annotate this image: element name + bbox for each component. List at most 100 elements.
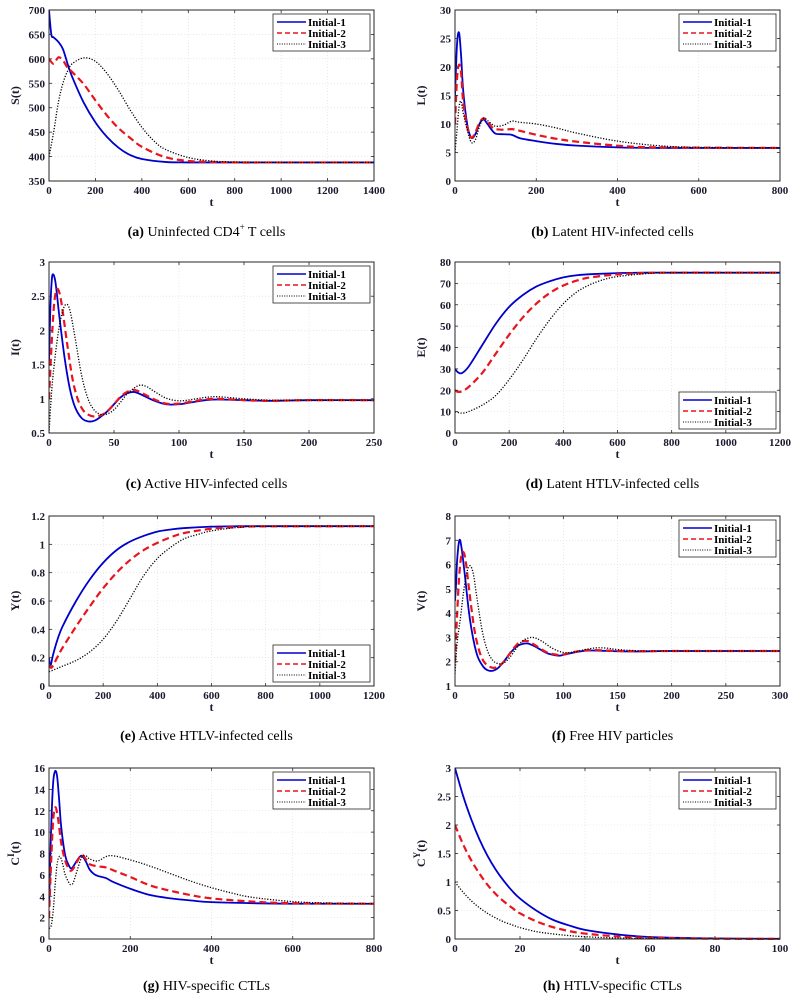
series-group [455,767,780,940]
x-axis-label: t [210,195,214,209]
y-tick-label: 8 [446,511,452,523]
y-tick-label: 5 [446,148,452,160]
series-line-initial-3 [455,881,780,940]
y-tick-label: 0 [446,176,452,188]
y-tick-label: 8 [40,849,46,861]
y-tick-label: 0.2 [31,653,45,665]
y-tick-label: 0.8 [31,568,45,580]
legend-label: Initial-3 [714,545,752,557]
x-axis-label: t [616,700,620,714]
series-group [455,538,780,674]
y-tick-label: 30 [440,5,452,17]
y-axis-label: I(t) [8,339,22,356]
y-tick-label: 14 [34,784,46,796]
series-group [455,271,780,414]
y-tick-label: 1.2 [31,511,45,523]
x-tick-label: 100 [772,943,789,955]
x-tick-label: 600 [609,437,626,449]
x-axis-label: t [616,953,620,967]
y-tick-label: 0 [446,934,452,946]
series-line-initial-2 [49,525,374,669]
grid [49,768,374,939]
y-tick-label: 550 [29,78,46,90]
y-tick-label: 2 [40,913,46,925]
legend-label: Initial-2 [308,280,346,292]
y-axis-label: CY(t) [412,840,428,867]
chart-panel-f: 0 50 100 150 200 250 300 1 2 3 4 5 6 7 8 t V(t) Initial-1… [414,511,789,744]
x-tick-label: 200 [301,437,318,449]
y-tick-label: 15 [440,91,452,103]
y-axis-label: S(t) [8,86,22,105]
x-axis-label: t [210,953,214,967]
x-tick-label: 1000 [715,437,738,449]
x-tick-label: 150 [236,437,253,449]
x-tick-label: 1200 [317,185,340,197]
series-group [49,525,374,673]
x-tick-label: 200 [528,185,545,197]
legend-label: Initial-3 [714,797,752,809]
series-group [49,9,374,164]
series-line-initial-2 [455,63,780,150]
legend-label: Initial-3 [714,39,752,51]
y-tick-label: 0.5 [31,428,45,440]
y-tick-label: 12 [34,806,46,818]
legend-label: Initial-1 [714,775,752,787]
x-tick-label: 600 [203,690,220,702]
y-tick-label: 25 [440,34,452,46]
grid [49,516,374,686]
y-tick-label: 30 [440,364,452,376]
legend-label: Initial-3 [308,39,346,51]
x-tick-label: 40 [580,943,592,955]
x-tick-label: 200 [95,690,112,702]
legend-label: Initial-1 [308,775,346,787]
x-tick-label: 0 [46,690,52,702]
chart-panel-h: 0 20 40 60 80 100 0 0.5 1 1.5 2 2.5 3 t CY(t) Initial-1… [412,763,789,994]
y-tick-label: 2 [40,325,46,337]
x-tick-label: 1000 [309,690,332,702]
y-tick-label: 0.4 [31,624,45,636]
legend-label: Initial-3 [308,797,346,809]
grid [455,516,780,686]
x-tick-label: 800 [663,437,680,449]
x-tick-label: 250 [366,437,383,449]
series-line-initial-3 [455,271,780,414]
x-tick-label: 800 [366,943,383,955]
y-tick-label: 2 [446,820,452,832]
y-axis-label: CI(t) [6,841,22,865]
legend-label: Initial-2 [308,659,346,671]
x-tick-label: 400 [134,185,151,197]
series-line-initial-1 [49,769,374,907]
x-axis-label: t [616,447,620,461]
x-tick-label: 80 [710,943,722,955]
subfigure-caption: (b) Latent HIV-infected cells [531,225,693,240]
x-tick-label: 1000 [270,185,293,197]
series-line-initial-2 [455,271,780,393]
x-axis-label: t [210,700,214,714]
y-tick-label: 700 [29,5,46,17]
y-axis-label: V(t) [414,591,428,612]
legend-label: Initial-1 [714,17,752,29]
y-tick-label: 3 [446,763,452,775]
series-line-initial-2 [49,56,374,164]
legend-label: Initial-1 [308,648,346,660]
y-tick-label: 1.5 [437,849,451,861]
series-line-initial-2 [49,806,374,918]
legend-box [272,13,371,52]
chart-panel-b: 0 200 400 600 800051015202530tL(t)Initial-1I… [414,5,789,240]
y-tick-label: 350 [29,176,46,188]
x-tick-label: 400 [149,690,166,702]
series-line-initial-1 [455,767,780,940]
subfigure-caption: (c) Active HIV-infected cells [126,477,288,492]
y-tick-label: 16 [34,763,46,775]
y-tick-label: 2 [446,657,452,669]
chart-panel-e: 0 200 400 600 800 1000 1200 0 0.2 0.4 0.6 0.8 1 1.2 t Y… [8,511,386,744]
subfigure-caption: (f) Free HIV particles [552,729,673,744]
y-tick-label: 80 [440,257,452,269]
y-tick-label: 1 [446,877,452,889]
legend-label: Initial-1 [714,523,752,535]
y-tick-label: 0.5 [437,906,451,918]
x-tick-label: 60 [645,943,657,955]
x-tick-label: 200 [122,943,139,955]
